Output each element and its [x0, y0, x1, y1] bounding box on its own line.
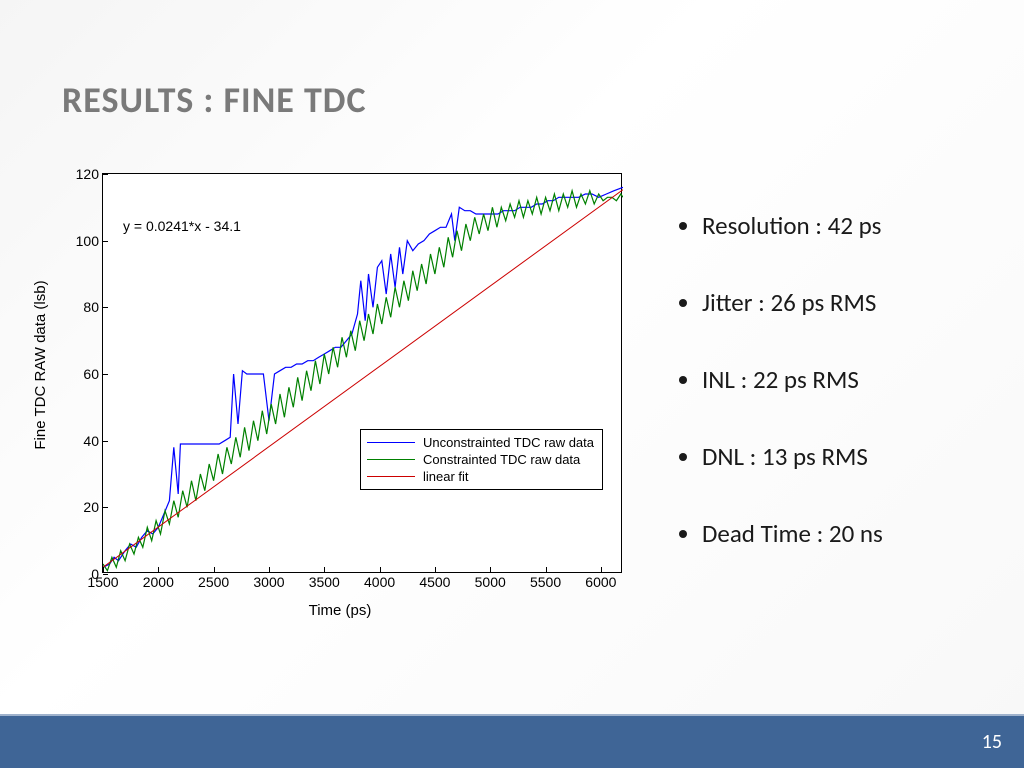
- chart-xlabel: Time (ps): [309, 602, 372, 619]
- series-line: [103, 190, 623, 568]
- legend-entry: Constrainted TDC raw data: [367, 451, 594, 468]
- footer-bar: 15: [0, 714, 1024, 768]
- chart-svg: [103, 174, 623, 574]
- page-number: 15: [982, 730, 1002, 754]
- bullet-item: INL : 22 ps RMS: [702, 364, 1000, 395]
- xtick-label: 3000: [253, 572, 284, 590]
- legend-label: Constrainted TDC raw data: [423, 452, 580, 467]
- chart-legend: Unconstrainted TDC raw data Constrainted …: [360, 429, 603, 490]
- legend-entry: Unconstrainted TDC raw data: [367, 434, 594, 451]
- xtick-label: 5500: [530, 572, 561, 590]
- xtick-label: 2500: [198, 572, 229, 590]
- xtick-label: 4500: [419, 572, 450, 590]
- ytick-label: 20: [83, 499, 103, 515]
- chart-ylabel: Fine TDC RAW data (lsb): [32, 280, 49, 449]
- series-line: [103, 191, 623, 571]
- legend-swatch: [367, 459, 415, 461]
- ytick-label: 40: [83, 433, 103, 449]
- bullet-item: Resolution : 42 ps: [702, 210, 1000, 241]
- ytick-label: 120: [76, 166, 103, 182]
- xtick-label: 5000: [475, 572, 506, 590]
- bullet-item: Jitter : 26 ps RMS: [702, 287, 1000, 318]
- xtick-label: 2000: [143, 572, 174, 590]
- ytick-label: 80: [83, 299, 103, 315]
- xtick-label: 4000: [364, 572, 395, 590]
- bullet-list: Resolution : 42 ps Jitter : 26 ps RMS INL …: [680, 210, 1000, 595]
- chart-container: Fine TDC RAW data (lsb) y = 0.0241*x - 3…: [30, 155, 650, 625]
- slide-title: RESULTS : FINE TDC: [62, 78, 367, 122]
- legend-entry: linear fit: [367, 468, 594, 485]
- legend-swatch: [367, 476, 415, 478]
- legend-swatch: [367, 442, 415, 444]
- legend-label: Unconstrainted TDC raw data: [423, 435, 594, 450]
- bullet-item: DNL : 13 ps RMS: [702, 441, 1000, 472]
- xtick-label: 1500: [87, 572, 118, 590]
- ytick-label: 60: [83, 366, 103, 382]
- chart-plot-box: y = 0.0241*x - 34.1 Unconstrainted TDC r…: [102, 173, 622, 573]
- slide: RESULTS : FINE TDC Fine TDC RAW data (ls…: [0, 0, 1024, 768]
- bullet-item: Dead Time : 20 ns: [702, 518, 1000, 549]
- xtick-label: 6000: [585, 572, 616, 590]
- ytick-label: 100: [76, 233, 103, 249]
- legend-label: linear fit: [423, 469, 469, 484]
- xtick-label: 3500: [309, 572, 340, 590]
